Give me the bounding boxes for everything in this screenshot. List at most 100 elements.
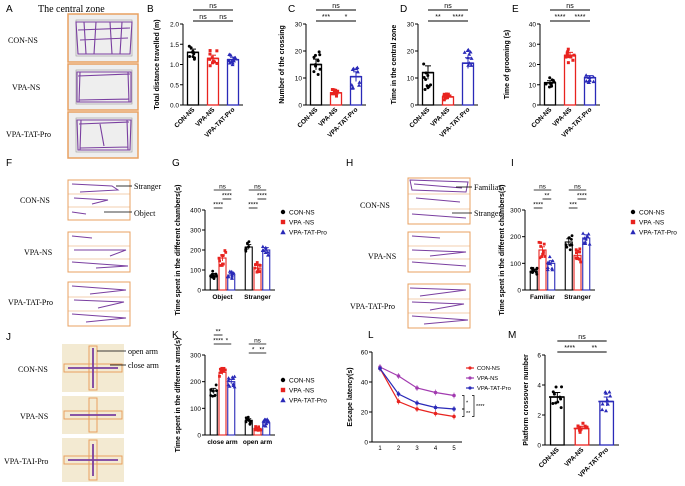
G-legend-marker: [280, 209, 286, 215]
I-category-label: Familiar: [530, 294, 555, 301]
G-sig-label: ****: [257, 193, 268, 200]
B-category-label: CON-NS: [173, 106, 197, 130]
B-point: [230, 62, 235, 67]
central-zone-label: The central zone: [38, 4, 105, 15]
G-point: [212, 275, 216, 279]
M-y-tick-label: 4: [537, 383, 541, 390]
K-point: [249, 420, 252, 423]
I-point: [546, 260, 550, 264]
M-point: [578, 428, 582, 432]
G-point: [258, 270, 261, 274]
I-sig-label: ***: [569, 202, 577, 209]
G-legend-marker: [280, 229, 286, 235]
D-sig-label: **: [435, 14, 441, 21]
I-point: [581, 231, 585, 235]
G-sig-label: ns: [254, 184, 262, 191]
I-point: [582, 236, 587, 240]
I-legend-label: CON-NS: [639, 210, 665, 217]
K-point: [219, 371, 223, 374]
K-legend-marker: [280, 387, 286, 393]
K-category-label: open arm: [243, 439, 272, 446]
E-sig-label: ns: [566, 3, 574, 10]
G-point: [220, 264, 224, 267]
I-sig-label: ns: [574, 184, 582, 191]
K-point: [265, 417, 270, 421]
E-point: [591, 79, 596, 84]
M-point: [552, 392, 556, 396]
C-point: [354, 66, 359, 71]
tc-stranger-label: Stranger: [134, 182, 161, 191]
G-point: [246, 241, 249, 245]
M-point: [559, 397, 563, 401]
B-y-tick-label: 0.0: [170, 103, 179, 110]
tc-track-tat: [71, 285, 127, 323]
K-legend-marker: [280, 397, 286, 403]
I-point: [564, 243, 568, 247]
D-y-tick-label: 0: [410, 103, 414, 110]
K-legend-label: VPA-TAT-Pro: [289, 398, 327, 405]
h-stranger-label: Stranger: [474, 209, 501, 218]
panel-b-letter: B: [147, 4, 154, 15]
I-point: [587, 242, 592, 246]
I-legend-marker: [630, 229, 636, 235]
E-point: [550, 84, 554, 88]
I-sig-label: ns: [539, 184, 547, 191]
M-point: [604, 408, 609, 413]
I-legend-marker: [630, 209, 636, 215]
tc-track-con: [71, 183, 120, 215]
L-x-tick-label: 4: [434, 446, 438, 452]
D-sig-label: ****: [453, 14, 464, 21]
C-sig-label: ns: [332, 3, 340, 10]
C-point: [330, 88, 334, 92]
L-x-tick-label: 5: [452, 446, 456, 452]
L-x-tick-label: 2: [397, 446, 401, 452]
I-point: [539, 241, 543, 245]
of-track-tat: [76, 119, 132, 151]
C-point: [330, 92, 334, 96]
B-point: [227, 58, 232, 63]
G-point: [230, 274, 235, 278]
K-point: [214, 383, 218, 387]
G-point: [218, 264, 222, 267]
K-sig-label: ns: [254, 338, 262, 345]
E-y-tick-label: 30: [529, 42, 537, 49]
B-y-tick-label: 2.0: [170, 22, 179, 29]
D-point: [445, 92, 449, 96]
epm-track-tat: [68, 444, 118, 476]
h-label-con: CON-NS: [360, 201, 390, 210]
D-y-axis-label: Time in the central zone: [391, 25, 398, 105]
C-point: [316, 72, 320, 76]
B-point: [208, 64, 212, 68]
K-point: [220, 366, 224, 370]
I-point: [545, 265, 550, 269]
K-point: [257, 425, 261, 429]
D-point: [423, 87, 427, 91]
G-y-tick-label: 200: [190, 248, 201, 255]
I-legend-label: VPA-TAT-Pro: [639, 230, 677, 237]
of-photo-vpa: [67, 63, 139, 111]
panel-m-chart: M 0 2 4 6 Platform crossover number CON-NS VPA-…: [508, 330, 619, 479]
E-point: [566, 50, 570, 54]
L-series-VPA-NS: [379, 366, 455, 397]
E-point: [566, 47, 570, 51]
G-point: [210, 273, 214, 277]
E-y-tick-label: 0: [532, 103, 536, 110]
M-bar-VPA-TAT-Pro: [599, 400, 615, 446]
of-photo-vpa-frame: [67, 63, 139, 111]
C-point: [357, 83, 362, 87]
L-y-axis-label: Escape latency(s): [347, 367, 354, 426]
I-point: [541, 252, 545, 256]
K-point: [248, 422, 252, 426]
B-point: [188, 54, 192, 58]
I-legend-label: VPA -NS: [639, 220, 665, 227]
I-point: [540, 255, 544, 258]
h-track-tat: [409, 287, 469, 325]
L-y-tick-label: 60: [361, 350, 369, 357]
I-y-tick-label: 0: [517, 288, 521, 295]
epm-open-arm-label: open arm: [128, 347, 159, 356]
G-point: [221, 262, 225, 266]
